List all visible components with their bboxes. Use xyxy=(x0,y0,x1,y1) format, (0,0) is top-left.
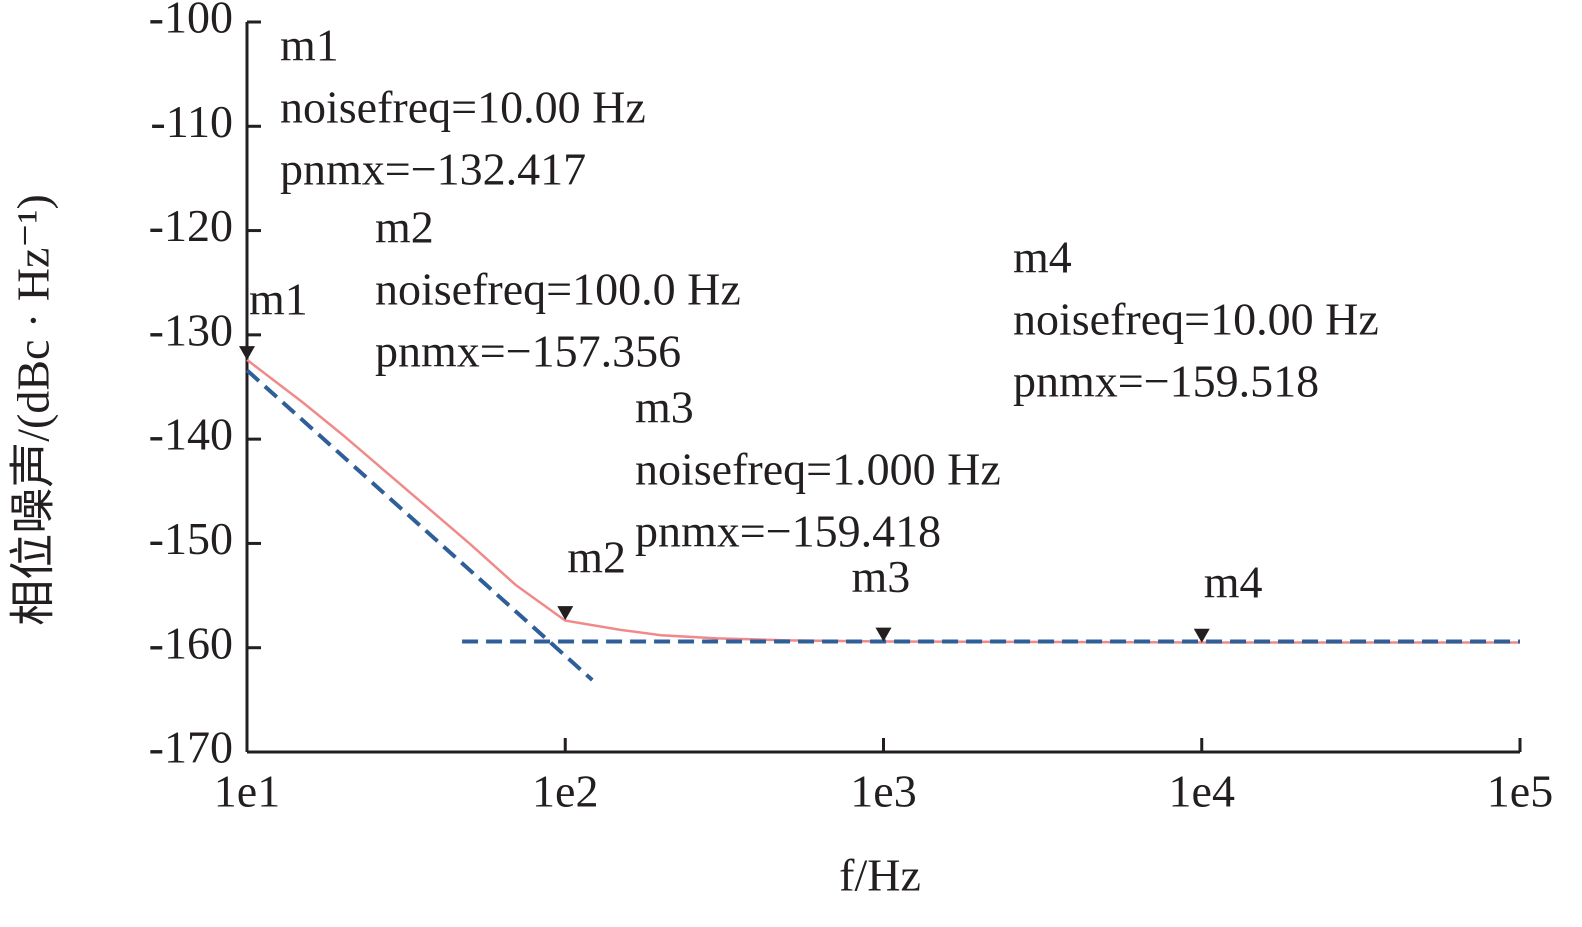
marker xyxy=(1193,628,1210,643)
annotation: pnmx=−157.356 xyxy=(375,326,681,377)
x-tick-label: 1e3 xyxy=(850,766,916,817)
y-tick-label: -160 xyxy=(149,617,233,668)
marker-label: m4 xyxy=(1204,556,1263,607)
y-tick-label: -130 xyxy=(149,304,233,355)
y-tick-label: -150 xyxy=(149,513,233,564)
y-tick-label: -140 xyxy=(149,409,233,460)
annotation: m2 xyxy=(375,202,434,253)
y-tick-label: -170 xyxy=(149,722,233,773)
marker-label: m2 xyxy=(567,532,626,583)
annotation: noisefreq=1.000 Hz xyxy=(635,444,1001,495)
marker xyxy=(557,606,574,621)
annotation: noisefreq=10.00 Hz xyxy=(280,82,646,133)
marker xyxy=(875,627,892,642)
annotation: m3 xyxy=(635,382,694,433)
line-series xyxy=(246,358,1520,644)
annotation: noisefreq=100.0 Hz xyxy=(375,264,741,315)
y-axis-label: 相位噪声/(dBc · Hz⁻¹) xyxy=(8,194,59,626)
x-axis-label: f/Hz xyxy=(839,850,921,901)
annotation: pnmx=−132.417 xyxy=(280,144,586,195)
y-tick-label: -100 xyxy=(149,0,233,43)
x-tick-label: 1e1 xyxy=(214,766,280,817)
annotation: m4 xyxy=(1013,232,1072,283)
annotation: m1 xyxy=(280,20,339,71)
y-tick-label: -110 xyxy=(150,96,233,147)
annotation: pnmx=−159.418 xyxy=(635,506,941,557)
x-tick-label: 1e5 xyxy=(1487,766,1553,817)
annotation: pnmx=−159.518 xyxy=(1013,356,1319,407)
x-tick-label: 1e4 xyxy=(1169,766,1235,817)
annotation: noisefreq=10.00 Hz xyxy=(1013,294,1379,345)
line-series xyxy=(245,368,594,682)
marker xyxy=(239,346,255,361)
marker-label: m3 xyxy=(852,551,911,602)
y-tick-label: -120 xyxy=(149,200,233,251)
x-tick-label: 1e2 xyxy=(532,766,598,817)
marker-label: m1 xyxy=(249,274,308,325)
